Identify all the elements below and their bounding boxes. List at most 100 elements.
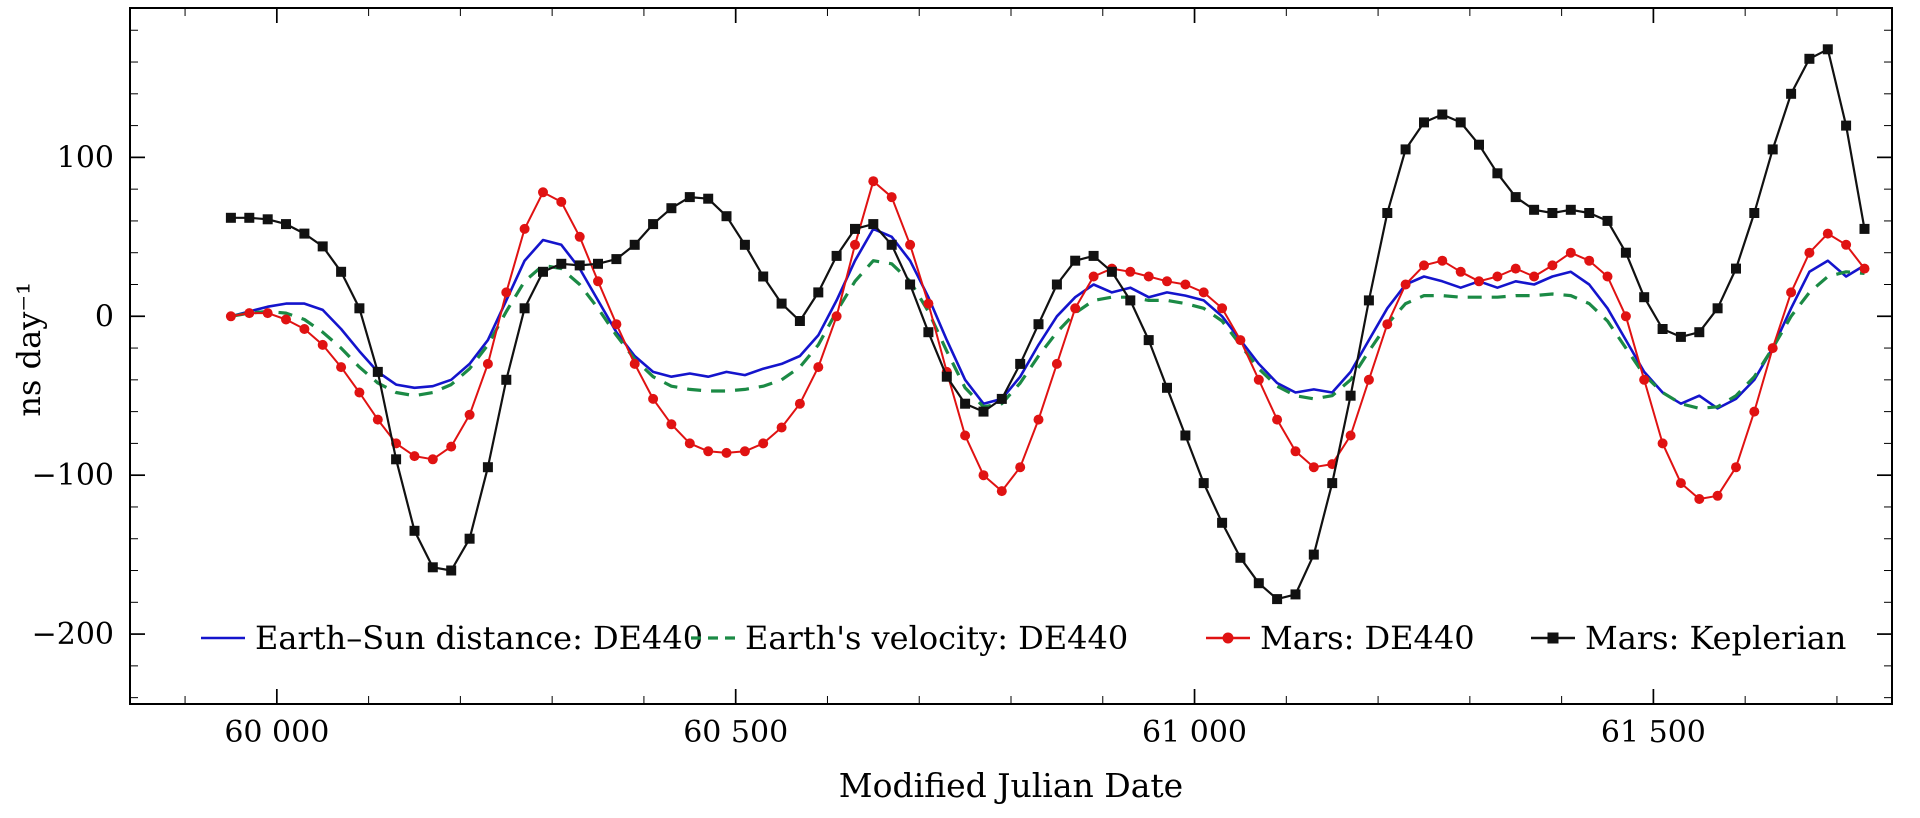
series-marker xyxy=(1180,430,1191,441)
legend-sample-blue-line xyxy=(201,636,245,640)
series-marker xyxy=(703,193,714,204)
legend-item-mars-de440: Mars: DE440 xyxy=(1205,618,1475,658)
series-marker xyxy=(1455,266,1466,277)
series-marker xyxy=(538,266,548,277)
series-marker xyxy=(1547,260,1558,271)
y-tick-label: −200 xyxy=(32,617,114,652)
series-marker xyxy=(464,409,475,420)
series-marker xyxy=(1841,239,1852,250)
series-marker xyxy=(281,219,291,230)
series-marker xyxy=(1675,478,1686,489)
series-marker xyxy=(1859,263,1870,274)
series-marker xyxy=(684,192,695,203)
series-marker xyxy=(1162,382,1172,393)
series-marker xyxy=(1786,88,1797,99)
series-marker xyxy=(648,219,659,230)
series-marker xyxy=(1565,204,1576,215)
series-marker xyxy=(391,454,402,465)
series-marker xyxy=(556,196,567,207)
series-marker xyxy=(482,462,493,473)
series-marker xyxy=(574,231,585,242)
series-marker xyxy=(1015,358,1026,369)
series-marker xyxy=(1272,414,1283,425)
series-marker xyxy=(1474,276,1484,287)
series-marker xyxy=(960,398,971,409)
series-marker xyxy=(225,311,236,322)
series-marker xyxy=(960,430,971,441)
series-marker xyxy=(1382,319,1393,330)
series-marker xyxy=(1565,247,1576,258)
series-marker xyxy=(262,308,273,319)
series-marker xyxy=(574,260,585,271)
series-marker xyxy=(1363,295,1374,306)
series-marker xyxy=(1474,139,1484,150)
series-marker xyxy=(1382,208,1393,218)
series-marker xyxy=(1290,446,1301,457)
series-marker xyxy=(317,241,328,252)
series-marker xyxy=(1419,260,1429,271)
series-marker xyxy=(1180,279,1191,290)
series-marker xyxy=(593,258,603,269)
series-marker xyxy=(1088,271,1099,282)
series-marker xyxy=(1400,144,1411,155)
series-marker xyxy=(758,271,769,282)
series-marker xyxy=(1088,250,1099,261)
series-marker xyxy=(1602,215,1613,226)
series-marker xyxy=(850,239,860,250)
series-marker xyxy=(941,371,952,382)
series-marker xyxy=(1731,462,1741,473)
series-marker xyxy=(739,446,750,457)
series-marker xyxy=(721,211,732,222)
series-marker xyxy=(868,176,879,187)
series-marker xyxy=(1657,324,1668,334)
series-marker xyxy=(1308,462,1319,473)
series-marker xyxy=(886,239,897,250)
series-marker xyxy=(1308,549,1319,560)
series-marker xyxy=(1547,208,1558,218)
series-marker xyxy=(244,212,255,223)
series-marker xyxy=(1749,406,1760,417)
series-marker xyxy=(1455,117,1466,128)
series-marker xyxy=(721,447,732,458)
series-marker xyxy=(996,393,1007,404)
series-marker xyxy=(1290,589,1301,600)
series-marker xyxy=(1694,494,1705,504)
series-marker xyxy=(1143,271,1154,282)
x-axis-title: Modified Julian Date xyxy=(838,766,1184,805)
series-marker xyxy=(1051,279,1062,290)
series-marker xyxy=(1070,303,1081,314)
series-marker xyxy=(1162,276,1172,287)
series-marker xyxy=(1804,247,1815,258)
series-marker xyxy=(868,219,879,230)
series-marker xyxy=(299,324,310,334)
series-marker xyxy=(923,298,934,309)
series-marker xyxy=(684,438,695,449)
series-marker xyxy=(1437,255,1448,266)
series-marker xyxy=(1639,292,1650,303)
series-marker xyxy=(1400,279,1411,290)
series-marker xyxy=(1767,343,1778,354)
series-marker xyxy=(1235,335,1246,346)
series-marker xyxy=(629,358,640,369)
series-marker xyxy=(1235,552,1246,563)
series-marker xyxy=(409,451,420,462)
series-marker xyxy=(813,362,824,373)
series-marker xyxy=(281,314,291,325)
series-marker xyxy=(1639,374,1650,385)
series-marker xyxy=(1106,266,1117,277)
series-marker xyxy=(354,303,365,314)
series-marker xyxy=(1437,109,1448,120)
legend-sample-black-square-line xyxy=(1531,632,1575,644)
series-marker xyxy=(794,316,805,326)
series-marker xyxy=(648,393,659,404)
series-marker xyxy=(1767,144,1778,155)
series-marker xyxy=(409,525,420,536)
x-tick-label: 61 000 xyxy=(1142,715,1247,750)
series-marker xyxy=(538,187,548,198)
series-marker xyxy=(996,486,1007,497)
series-marker xyxy=(1198,287,1209,298)
series-marker xyxy=(446,441,457,452)
legend-label: Mars: DE440 xyxy=(1260,619,1475,657)
series-marker xyxy=(1033,414,1044,425)
